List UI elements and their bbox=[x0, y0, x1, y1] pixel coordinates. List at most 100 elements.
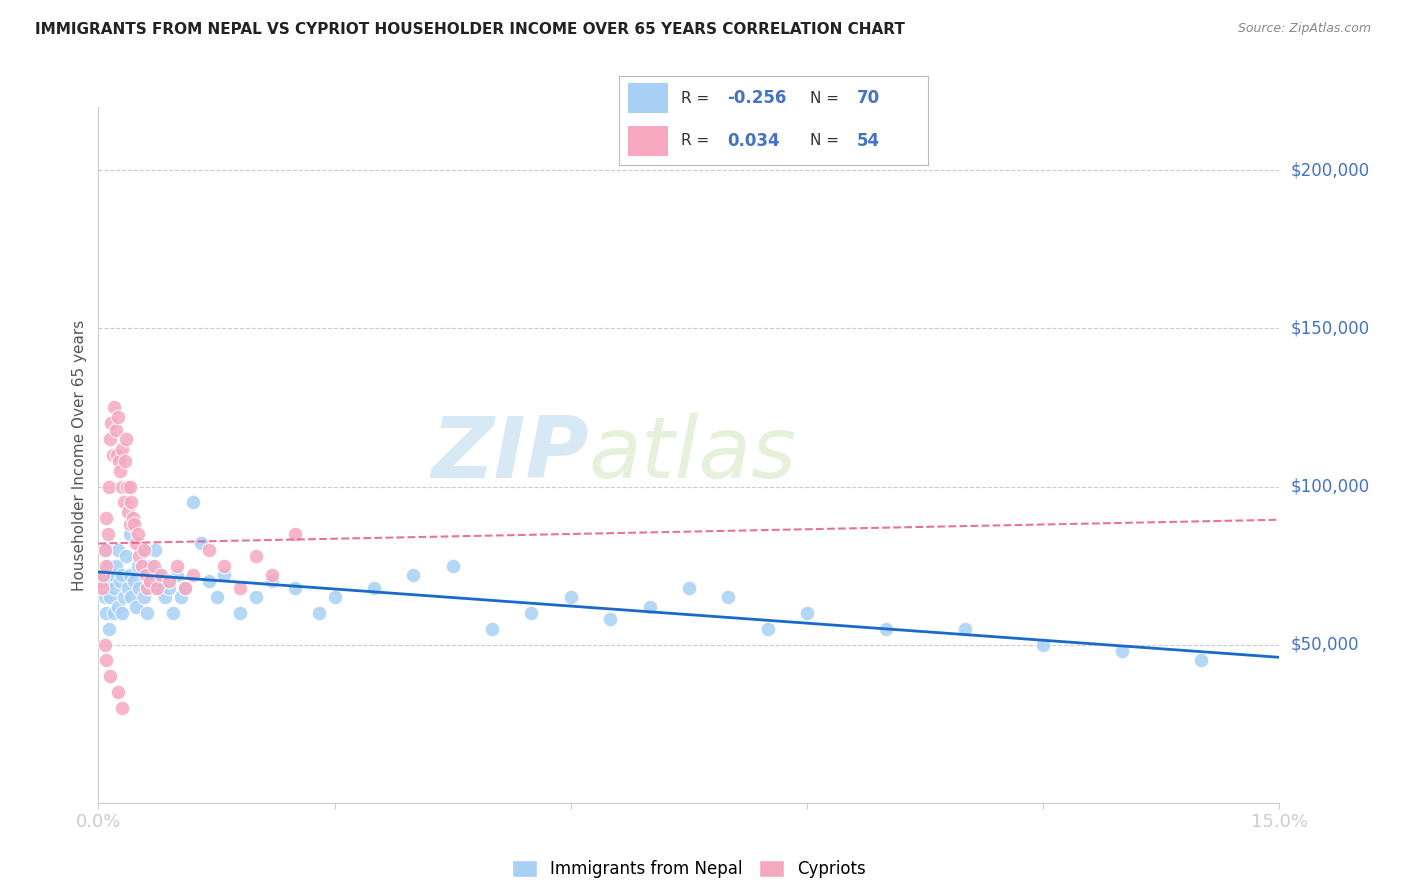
Point bbox=[117, 581, 139, 595]
Point bbox=[96, 653, 118, 667]
Point bbox=[118, 568, 141, 582]
Point bbox=[756, 622, 779, 636]
Point bbox=[717, 591, 740, 605]
Point bbox=[136, 606, 159, 620]
Point bbox=[93, 591, 115, 605]
Text: atlas: atlas bbox=[589, 413, 797, 497]
Point bbox=[284, 581, 307, 595]
Point bbox=[91, 574, 114, 589]
Point bbox=[229, 581, 252, 595]
Text: 70: 70 bbox=[856, 89, 880, 107]
Legend: Immigrants from Nepal, Cypriots: Immigrants from Nepal, Cypriots bbox=[505, 854, 873, 885]
Point bbox=[97, 527, 120, 541]
Point bbox=[150, 574, 173, 589]
Point bbox=[520, 606, 543, 620]
Point bbox=[104, 558, 127, 573]
Point bbox=[121, 495, 143, 509]
Point bbox=[96, 542, 118, 557]
Point bbox=[98, 591, 121, 605]
Point bbox=[174, 581, 197, 595]
Point bbox=[197, 542, 219, 557]
Text: $200,000: $200,000 bbox=[1291, 161, 1369, 179]
Text: N =: N = bbox=[810, 134, 844, 148]
Point bbox=[157, 574, 180, 589]
Point bbox=[155, 591, 177, 605]
Point bbox=[112, 495, 135, 509]
Point bbox=[111, 568, 134, 582]
Point bbox=[245, 549, 267, 563]
Point bbox=[107, 685, 129, 699]
Bar bbox=[628, 83, 668, 113]
Point bbox=[229, 606, 252, 620]
Point bbox=[138, 558, 160, 573]
Text: $50,000: $50,000 bbox=[1291, 636, 1360, 654]
Point bbox=[114, 454, 136, 468]
Point bbox=[1189, 653, 1212, 667]
Point bbox=[146, 581, 169, 595]
Point bbox=[93, 542, 115, 557]
Point bbox=[796, 606, 818, 620]
Point bbox=[121, 591, 143, 605]
Point bbox=[560, 591, 582, 605]
Point bbox=[101, 448, 124, 462]
Text: -0.256: -0.256 bbox=[727, 89, 786, 107]
Point bbox=[953, 622, 976, 636]
Point bbox=[136, 581, 159, 595]
Point bbox=[138, 574, 160, 589]
Point bbox=[1032, 638, 1054, 652]
Point bbox=[103, 581, 125, 595]
Text: $100,000: $100,000 bbox=[1291, 477, 1369, 496]
Point bbox=[98, 432, 121, 446]
Point bbox=[363, 581, 385, 595]
Point bbox=[128, 581, 150, 595]
Point bbox=[135, 568, 157, 582]
Point bbox=[127, 527, 149, 541]
Point bbox=[174, 581, 197, 595]
Point bbox=[111, 701, 134, 715]
Text: 0.034: 0.034 bbox=[727, 132, 779, 150]
Point bbox=[111, 479, 134, 493]
Point bbox=[132, 591, 155, 605]
Point bbox=[122, 511, 145, 525]
Point bbox=[91, 568, 114, 582]
Point bbox=[214, 568, 236, 582]
Point bbox=[115, 549, 138, 563]
Point bbox=[638, 599, 661, 614]
Bar bbox=[628, 126, 668, 156]
Point bbox=[104, 423, 127, 437]
Point bbox=[115, 432, 138, 446]
Text: N =: N = bbox=[810, 91, 844, 105]
Point bbox=[96, 606, 118, 620]
Point bbox=[110, 464, 132, 478]
Point bbox=[117, 505, 139, 519]
Point bbox=[105, 448, 128, 462]
Text: ZIP: ZIP bbox=[430, 413, 589, 497]
Point bbox=[245, 591, 267, 605]
Point bbox=[323, 591, 346, 605]
Point bbox=[103, 401, 125, 415]
Point bbox=[162, 606, 184, 620]
Point bbox=[115, 479, 138, 493]
Point bbox=[875, 622, 897, 636]
Point bbox=[90, 581, 112, 595]
Text: IMMIGRANTS FROM NEPAL VS CYPRIOT HOUSEHOLDER INCOME OVER 65 YEARS CORRELATION CH: IMMIGRANTS FROM NEPAL VS CYPRIOT HOUSEHO… bbox=[35, 22, 905, 37]
Point bbox=[260, 568, 283, 582]
Point bbox=[599, 612, 621, 626]
Point bbox=[128, 549, 150, 563]
Point bbox=[110, 574, 132, 589]
Point bbox=[97, 558, 120, 573]
Point bbox=[166, 568, 188, 582]
Point bbox=[98, 479, 121, 493]
Text: R =: R = bbox=[681, 91, 714, 105]
Point bbox=[150, 568, 173, 582]
Point bbox=[678, 581, 700, 595]
Point bbox=[142, 581, 165, 595]
Point bbox=[125, 536, 148, 550]
Point bbox=[118, 517, 141, 532]
Point bbox=[107, 599, 129, 614]
Point bbox=[101, 568, 124, 582]
Point bbox=[103, 606, 125, 620]
Text: R =: R = bbox=[681, 134, 714, 148]
Point bbox=[98, 669, 121, 683]
Point bbox=[125, 599, 148, 614]
